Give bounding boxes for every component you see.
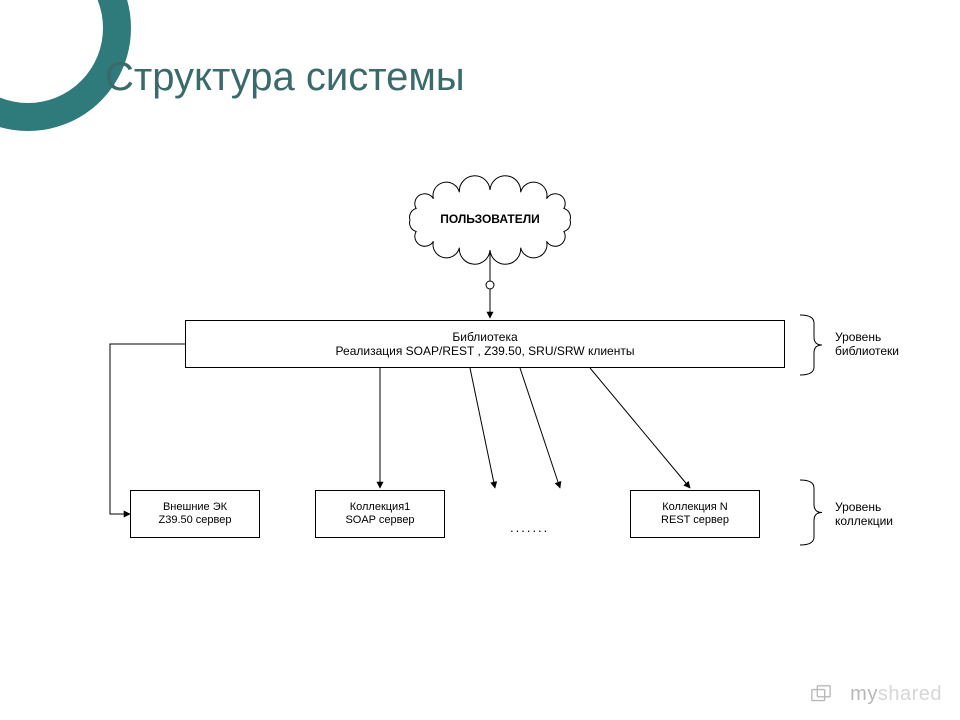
box-line2: Z39.50 сервер: [159, 514, 232, 527]
collection-n-box: Коллекция N REST сервер: [630, 490, 760, 538]
brace-label-collection: Уровень коллекции: [835, 500, 910, 528]
cloud-label: ПОЛЬЗОВАТЕЛИ: [410, 212, 570, 226]
slide-title: Структура системы: [105, 55, 465, 100]
box-line1: Внешние ЭК: [163, 501, 227, 514]
slide: Структура системы: [0, 0, 960, 720]
collection-1-box: Коллекция1 SOAP сервер: [315, 490, 445, 538]
box-line2: SOAP сервер: [345, 514, 414, 527]
brace-collection: [800, 480, 822, 545]
watermark-word2: shared: [878, 683, 942, 705]
library-box: Библиотека Реализация SOAP/REST , Z39.50…: [185, 320, 785, 368]
library-box-line2: Реализация SOAP/REST , Z39.50, SRU/SRW к…: [336, 344, 635, 358]
box-line2: REST сервер: [661, 514, 729, 527]
diagram-svg: [90, 180, 910, 620]
watermark-word1: my: [850, 683, 878, 705]
box-line1: Коллекция N: [662, 501, 727, 514]
watermark-text: myshared: [850, 683, 942, 706]
edge-library-to-mid1: [470, 368, 495, 488]
edge-library-to-colN: [590, 368, 690, 488]
edge-library-to-mid2: [520, 368, 560, 488]
edge-library-to-external: [110, 344, 185, 514]
library-box-line1: Библиотека: [452, 330, 517, 344]
brace-library: [800, 315, 822, 375]
box-line1: Коллекция1: [350, 501, 411, 514]
ellipsis: .......: [510, 520, 549, 535]
edge-cloud-to-library: [486, 252, 494, 318]
watermark-icon: [810, 684, 832, 706]
system-structure-diagram: ПОЛЬЗОВАТЕЛИ Библиотека Реализация SOAP/…: [90, 180, 910, 620]
brace-label-library: Уровень библиотеки: [835, 330, 910, 358]
external-catalogs-box: Внешние ЭК Z39.50 сервер: [130, 490, 260, 538]
